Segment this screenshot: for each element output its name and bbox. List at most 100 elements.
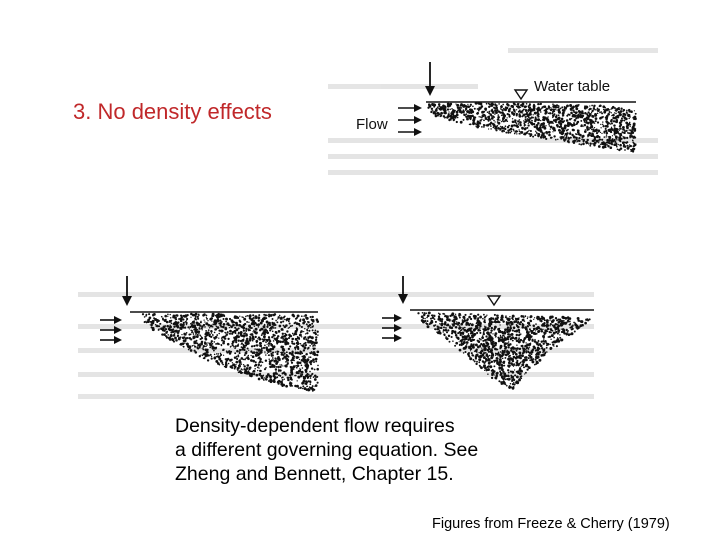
plume-dot — [549, 323, 552, 326]
plume-dot — [264, 359, 268, 362]
plume-dot — [260, 327, 263, 330]
plume-dot — [210, 340, 213, 343]
plume-dot — [527, 114, 530, 116]
plume-dot — [229, 332, 232, 335]
plume-dot — [522, 361, 525, 364]
plume-dot — [460, 342, 464, 345]
plume-dot — [549, 128, 551, 130]
plume-dot — [299, 342, 302, 345]
plume-dot — [540, 340, 543, 343]
plume-dot — [512, 318, 514, 321]
plume-dot — [303, 346, 307, 350]
plume-dot — [231, 340, 235, 344]
plume-dot — [517, 356, 521, 359]
plume-dot — [572, 113, 575, 117]
plume-dot — [491, 338, 494, 340]
plume-dot — [623, 141, 626, 144]
plume-dot — [264, 377, 266, 379]
plume-dot — [229, 346, 232, 348]
plume-dot — [234, 338, 238, 342]
plume-dot — [616, 139, 618, 141]
plume-dot — [499, 111, 502, 114]
plume-dot — [461, 338, 464, 342]
plume-dot — [296, 342, 300, 346]
plume-dot — [506, 120, 509, 123]
plume-dot — [185, 331, 188, 334]
plume-dot — [476, 360, 478, 363]
plume-dot — [202, 348, 205, 351]
plume-dot — [542, 351, 544, 354]
plume-dot — [260, 364, 262, 366]
plume-dot — [469, 103, 472, 106]
plume-dot — [300, 315, 303, 318]
plume-dot — [481, 335, 484, 337]
plume-dot — [294, 346, 297, 350]
plume-dot — [278, 314, 281, 317]
plume-dot — [246, 364, 250, 367]
plume-dot — [575, 123, 578, 126]
plume-dot — [535, 124, 539, 127]
plume-dot — [272, 324, 275, 326]
plume-dot — [611, 143, 614, 146]
plume-dot — [270, 353, 273, 357]
plume-dot — [281, 378, 284, 381]
plume-dot — [232, 323, 235, 327]
plume-dot — [483, 362, 486, 364]
plume-dot — [261, 361, 264, 364]
plume-dot — [464, 313, 467, 316]
plume-dot — [193, 324, 196, 328]
plume-dot — [190, 316, 192, 318]
plume-dot — [257, 316, 261, 320]
plume-dot — [589, 122, 593, 126]
plume-dot — [304, 333, 307, 335]
plume-dot — [555, 330, 558, 334]
plume-dot — [576, 121, 578, 124]
plume-dot — [172, 328, 175, 331]
plume-dot — [563, 139, 566, 142]
plume-dot — [195, 339, 198, 342]
plume-dot — [557, 326, 560, 329]
plume-dot — [596, 135, 599, 139]
plume-dot — [534, 358, 537, 361]
plume-dot — [268, 354, 270, 356]
plume-dot — [211, 326, 214, 328]
plume-dot — [283, 318, 285, 321]
plume-dot — [243, 332, 246, 335]
plume-dot — [482, 332, 485, 336]
plume-dot — [559, 334, 561, 336]
plume-dot — [524, 373, 526, 375]
plume-dot — [515, 122, 518, 124]
plume-dot — [519, 123, 522, 127]
plume-dot — [278, 370, 280, 373]
plume-dot — [255, 351, 259, 354]
plume-dot — [548, 107, 550, 110]
plume-dot — [588, 318, 591, 321]
plume-dot — [298, 387, 300, 389]
plume-dot — [182, 339, 186, 343]
plume-dot — [209, 346, 212, 349]
plume-dot — [591, 134, 594, 137]
plume-dot — [197, 336, 199, 338]
plume-dot — [259, 372, 262, 375]
plume-dot — [532, 332, 536, 335]
plume-dot — [282, 329, 284, 331]
plume-dot — [492, 115, 495, 117]
flow-arrow-icon — [398, 104, 422, 112]
plume-dot — [540, 111, 542, 113]
plume-dot — [472, 115, 474, 118]
plume-dot — [167, 334, 169, 336]
plume-dot — [550, 338, 552, 341]
plume-dot — [496, 125, 499, 127]
plume-dot — [520, 356, 522, 359]
plume-dot — [488, 322, 491, 326]
plume-dot — [234, 365, 237, 368]
plume-dot — [212, 334, 214, 337]
plume-dot — [493, 116, 496, 118]
plume-dot — [442, 329, 445, 332]
plume-dot — [194, 312, 198, 316]
plume-dot — [532, 122, 536, 126]
plume-dot — [508, 341, 510, 343]
plume-dot — [509, 386, 512, 389]
plume-dot — [254, 327, 258, 331]
plume-dot — [168, 338, 172, 341]
